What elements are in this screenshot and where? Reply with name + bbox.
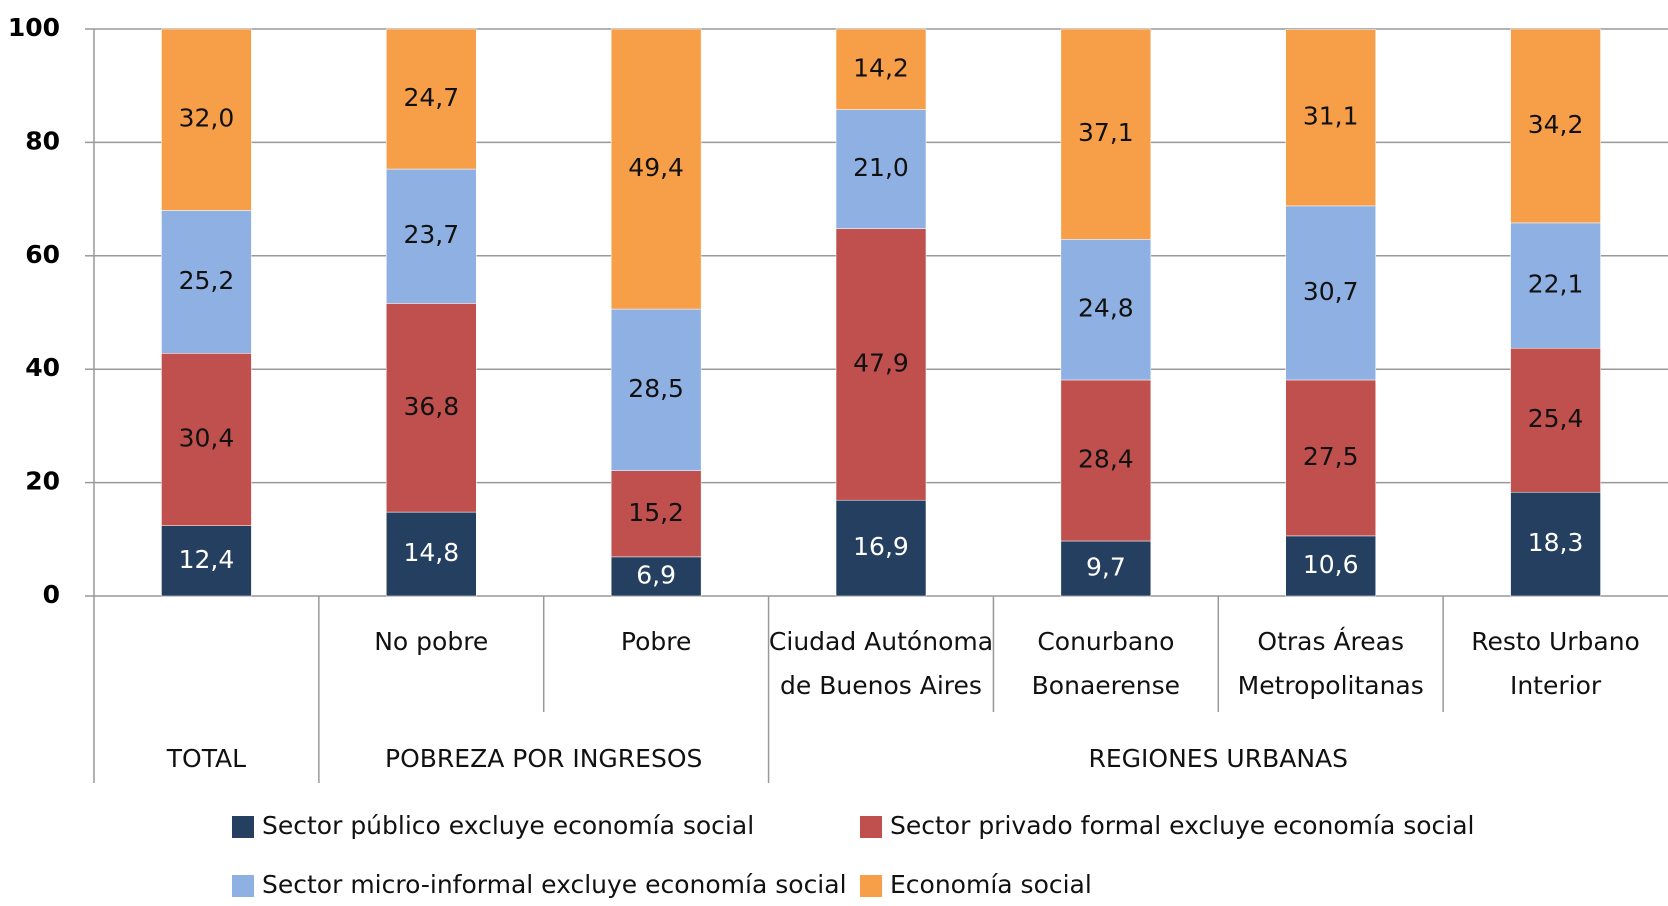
group-label: TOTAL <box>166 744 247 773</box>
data-label: 21,0 <box>853 153 909 182</box>
bar-segment <box>1060 379 1152 542</box>
data-label: 28,5 <box>628 374 684 403</box>
x-tick-label: Resto Urbano Interior <box>1471 627 1640 700</box>
bar-segment <box>1285 379 1376 537</box>
y-tick-label: 40 <box>25 353 60 382</box>
data-label: 25,2 <box>179 266 235 295</box>
data-label: 32,0 <box>179 104 235 133</box>
legend-swatch <box>232 875 254 897</box>
y-tick-label: 20 <box>25 467 60 496</box>
data-label: 6,9 <box>636 560 676 589</box>
bar-segment <box>835 28 927 110</box>
data-label: 27,5 <box>1303 442 1359 471</box>
bar-segment <box>1510 28 1601 224</box>
bar-segment <box>386 28 477 170</box>
data-label: 14,8 <box>403 538 459 567</box>
bar-segment <box>386 303 477 513</box>
bar-segment <box>1510 347 1601 493</box>
bar-segment <box>1510 222 1601 349</box>
bar-segment <box>161 525 252 597</box>
data-label: 34,2 <box>1528 110 1584 139</box>
bar-segment <box>161 28 252 211</box>
data-label: 36,8 <box>403 392 459 421</box>
data-label: 30,7 <box>1303 277 1359 306</box>
data-label: 31,1 <box>1303 102 1359 131</box>
bar-segment <box>161 353 252 526</box>
y-tick-label: 100 <box>8 13 60 42</box>
legend-label: Sector público excluye economía social <box>262 811 754 840</box>
data-label: 37,1 <box>1078 118 1134 147</box>
data-label: 23,7 <box>403 220 459 249</box>
x-tick-label: Ciudad Autónoma de Buenos Aires <box>768 627 994 700</box>
data-label: 24,8 <box>1078 294 1134 323</box>
bar-segment <box>1285 205 1376 381</box>
y-tick-label: 80 <box>25 126 60 155</box>
bar-segment <box>610 470 702 558</box>
legend-swatch <box>232 816 254 838</box>
y-tick-label: 60 <box>25 240 60 269</box>
data-label: 18,3 <box>1528 528 1584 557</box>
data-label: 16,9 <box>853 532 909 561</box>
data-label: 10,6 <box>1303 550 1359 579</box>
bar-segment <box>161 210 252 354</box>
x-tick-label: Otras Áreas Metropolitanas <box>1237 627 1424 700</box>
bar-segment <box>610 28 702 310</box>
data-label: 14,2 <box>853 53 909 82</box>
data-label: 12,4 <box>179 545 235 574</box>
group-label: REGIONES URBANAS <box>1088 744 1349 773</box>
x-tick-label: Conurbano Bonaerense <box>1031 627 1181 700</box>
data-label: 24,7 <box>403 83 459 112</box>
data-label: 22,1 <box>1528 270 1584 299</box>
legend-swatch <box>860 816 882 838</box>
bar-segment <box>610 308 702 471</box>
bar-segment <box>835 109 927 229</box>
legend-swatch <box>860 875 882 897</box>
data-label: 9,7 <box>1086 553 1126 582</box>
bar-segment <box>1510 491 1601 597</box>
data-label: 47,9 <box>853 348 909 377</box>
data-label: 30,4 <box>179 424 235 453</box>
bar-segment <box>835 499 927 597</box>
legend-label: Sector micro-informal excluye economía s… <box>262 870 847 899</box>
bar-segment <box>835 228 927 501</box>
x-tick-label: Pobre <box>620 627 692 656</box>
bar-segment <box>1060 28 1152 240</box>
data-label: 49,4 <box>628 153 684 182</box>
group-label: POBREZA POR INGRESOS <box>385 744 703 773</box>
bar-segment <box>386 511 477 597</box>
legend-label: Economía social <box>890 870 1092 899</box>
data-label: 28,4 <box>1078 444 1134 473</box>
bar-segment <box>1060 540 1152 597</box>
bar-segment <box>1285 29 1376 207</box>
data-label: 25,4 <box>1528 404 1584 433</box>
x-tick-label: No pobre <box>374 627 489 656</box>
data-label: 15,2 <box>628 498 684 527</box>
legend-label: Sector privado formal excluye economía s… <box>890 811 1475 840</box>
y-tick-label: 0 <box>43 580 60 609</box>
bar-segment <box>1060 239 1152 381</box>
bar-segment <box>610 556 702 597</box>
